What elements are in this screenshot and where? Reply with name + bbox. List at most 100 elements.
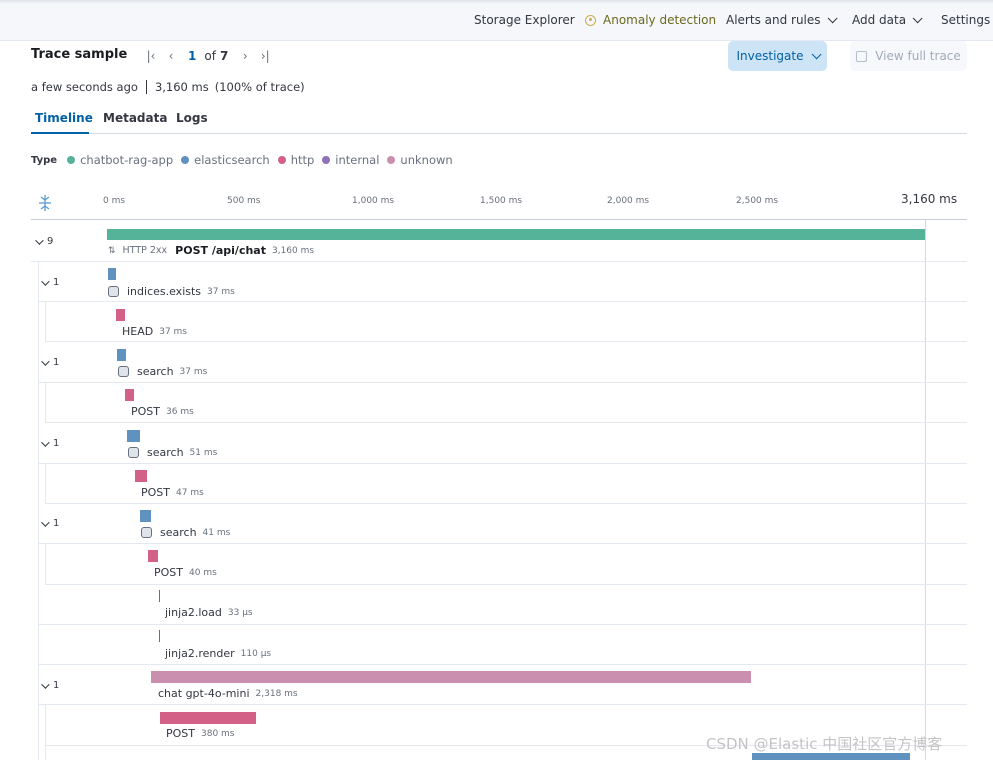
database-icon — [118, 366, 129, 377]
span-bar[interactable] — [127, 430, 140, 442]
trace-time-ago: a few seconds ago — [31, 80, 138, 94]
span-label[interactable]: ⇅ HTTP 2xx POST /api/chat 3,160 ms — [108, 244, 314, 257]
chevron-down-icon — [41, 437, 50, 447]
row-separator — [38, 704, 967, 705]
row-separator — [45, 341, 967, 342]
nav-alerts-and-rules[interactable]: Alerts and rules — [726, 12, 838, 27]
span-expander[interactable]: 9 — [35, 235, 53, 247]
tree-guide — [45, 704, 46, 760]
span-name: search — [137, 365, 174, 378]
child-count: 1 — [53, 438, 60, 449]
span-bar[interactable] — [116, 309, 125, 321]
prev-page-icon[interactable]: ‹ — [168, 49, 174, 63]
span-name: search — [147, 446, 184, 459]
span-duration: 2,318 ms — [255, 688, 298, 699]
trace-meta: a few seconds ago 3,160 ms (100% of trac… — [31, 80, 305, 94]
page-of-label: of — [204, 49, 216, 63]
active-tab-indicator — [31, 132, 89, 134]
span-label[interactable]: search 41 ms — [141, 526, 230, 539]
database-icon — [141, 527, 152, 538]
span-bar[interactable] — [148, 550, 158, 562]
tree-guide — [45, 382, 46, 422]
span-bar[interactable] — [151, 671, 751, 683]
first-page-icon[interactable]: |‹ — [146, 49, 156, 63]
span-label[interactable]: jinja2.load 33 μs — [165, 606, 253, 619]
legend-type-label: Type — [31, 154, 58, 166]
tab-logs[interactable]: Logs — [176, 111, 208, 125]
database-icon — [128, 447, 139, 458]
span-bar[interactable] — [140, 510, 151, 522]
span-bar[interactable] — [107, 229, 925, 240]
total-pages: 7 — [219, 49, 229, 63]
span-duration: 37 ms — [159, 326, 187, 337]
tree-guide — [45, 543, 46, 584]
nav-add-data[interactable]: Add data — [852, 12, 923, 27]
legend-dot — [181, 156, 190, 164]
axis-line — [31, 219, 967, 220]
trace-end-line — [925, 220, 926, 760]
row-separator — [45, 584, 967, 585]
nav-settings[interactable]: Settings — [941, 13, 990, 27]
investigate-button[interactable]: Investigate — [728, 41, 827, 71]
span-bar[interactable] — [117, 349, 126, 361]
span-duration: 37 ms — [207, 286, 235, 297]
trace-tabs: Timeline Metadata Logs — [31, 108, 967, 134]
span-label[interactable]: jinja2.render 110 μs — [165, 647, 271, 660]
span-label[interactable]: search 51 ms — [128, 446, 217, 459]
span-bar[interactable] — [752, 753, 910, 760]
span-name: POST — [166, 727, 195, 740]
nav-storage-explorer[interactable]: Storage Explorer — [474, 13, 575, 27]
span-duration: 40 ms — [189, 567, 217, 578]
span-expander[interactable]: 1 — [41, 356, 60, 368]
http-status-badge: HTTP 2xx — [122, 245, 168, 256]
collapse-all-icon[interactable] — [36, 194, 54, 212]
span-label[interactable]: chat gpt-4o-mini 2,318 ms — [158, 687, 298, 700]
span-bar[interactable] — [135, 470, 147, 482]
row-separator — [38, 463, 967, 464]
legend-item: elasticsearch — [181, 153, 270, 167]
span-expander[interactable]: 1 — [41, 679, 59, 691]
trace-percent: (100% of trace) — [214, 80, 305, 94]
chevron-down-icon — [35, 235, 44, 245]
span-duration: 36 ms — [166, 406, 194, 417]
legend-item-label: chatbot-rag-app — [80, 153, 174, 167]
row-separator — [45, 422, 967, 423]
view-full-trace-button[interactable]: View full trace — [850, 41, 967, 71]
span-expander[interactable]: 1 — [41, 437, 60, 449]
chevron-down-icon — [827, 12, 838, 23]
span-label[interactable]: POST 47 ms — [141, 486, 204, 499]
child-count: 1 — [53, 357, 60, 368]
span-label[interactable]: POST 40 ms — [154, 566, 217, 579]
span-label[interactable]: POST 380 ms — [166, 727, 235, 740]
span-label[interactable]: indices.exists 37 ms — [108, 285, 235, 298]
tab-timeline[interactable]: Timeline — [35, 111, 93, 125]
database-icon — [108, 286, 119, 297]
span-label[interactable]: search 37 ms — [118, 365, 207, 378]
span-bar[interactable] — [159, 590, 160, 602]
child-count: 1 — [53, 277, 60, 288]
legend-item-label: elasticsearch — [194, 153, 270, 167]
axis-tick: 2,500 ms — [736, 196, 779, 206]
anomaly-icon — [585, 14, 596, 26]
span-bar[interactable] — [125, 389, 134, 401]
nav-anomaly-detection[interactable]: Anomaly detection — [585, 13, 716, 27]
investigate-label: Investigate — [736, 49, 804, 63]
row-separator — [38, 301, 967, 302]
tab-metadata[interactable]: Metadata — [103, 111, 168, 125]
row-separator — [38, 382, 967, 383]
span-expander[interactable]: 1 — [41, 517, 59, 529]
span-expander[interactable]: 1 — [41, 276, 60, 288]
chevron-down-icon — [812, 48, 823, 59]
span-bar[interactable] — [160, 712, 256, 724]
last-page-icon[interactable]: ›| — [260, 49, 270, 63]
span-duration: 51 ms — [189, 447, 218, 458]
next-page-icon[interactable]: › — [242, 49, 248, 63]
span-label[interactable]: POST 36 ms — [131, 405, 194, 418]
span-name: POST — [131, 405, 160, 418]
span-bar[interactable] — [159, 630, 160, 642]
span-bar[interactable] — [108, 268, 116, 280]
meta-divider — [145, 80, 147, 94]
chevron-down-icon — [41, 679, 50, 689]
span-label[interactable]: HEAD 37 ms — [122, 325, 187, 338]
row-separator — [38, 624, 967, 625]
